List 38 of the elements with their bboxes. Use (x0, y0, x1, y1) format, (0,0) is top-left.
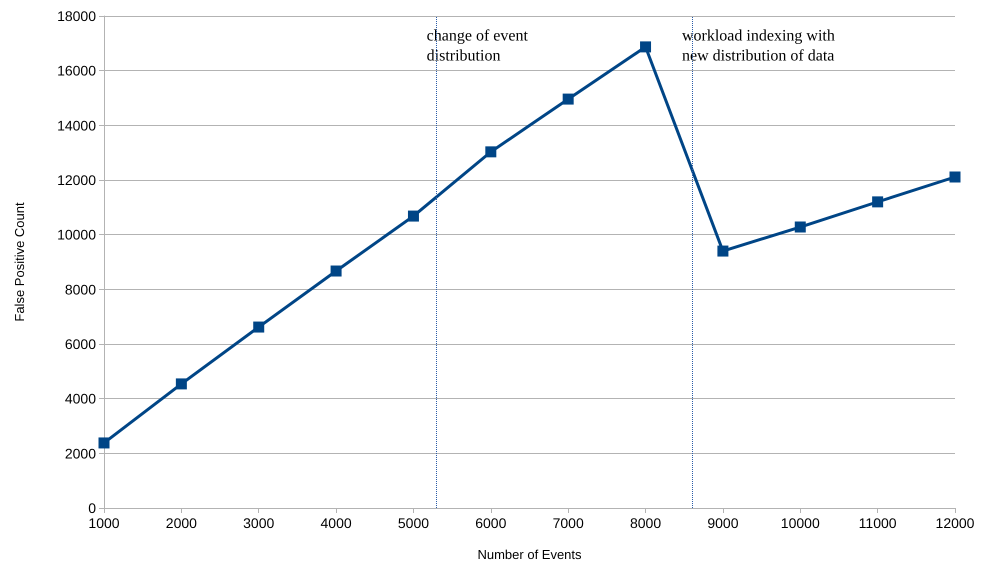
point (872, 196, 884, 208)
x-tick-label: 4000 (320, 515, 352, 531)
y-tick-label: 10000 (57, 226, 96, 243)
point (408, 210, 419, 222)
y-tick-label: 0 (88, 500, 96, 516)
y-tick-label: 16000 (57, 62, 96, 79)
x-tick-label: 8000 (630, 515, 662, 531)
y-tick-label: 4000 (64, 390, 96, 407)
y-tick-label: 12000 (57, 172, 96, 188)
point (794, 222, 806, 233)
x-tick-label: 2000 (166, 515, 198, 531)
x-tick-label: 5000 (398, 515, 430, 531)
x-tick-label: 10000 (780, 515, 820, 531)
y-tick-label: 6000 (64, 336, 96, 352)
point (176, 378, 187, 390)
point (640, 41, 652, 52)
y-tick-label: 8000 (64, 281, 96, 298)
point (330, 266, 342, 277)
point (717, 246, 728, 257)
y-axis-title: False Positive Count (12, 202, 27, 322)
x-tick-label: 3000 (243, 515, 275, 531)
point (562, 94, 574, 105)
point (485, 146, 496, 158)
x-tick-label: 12000 (936, 515, 975, 531)
point (253, 322, 264, 333)
x-tick-label: 11000 (858, 515, 897, 531)
x-tick-label: 1000 (88, 515, 120, 531)
point (950, 171, 960, 182)
y-tick-label: 18000 (57, 8, 96, 24)
x-tick-label: 7000 (552, 515, 584, 531)
y-tick-label: 14000 (57, 117, 96, 134)
point (98, 437, 110, 448)
x-tick-label: 9000 (707, 515, 739, 531)
ref-line-label: workload indexing with new distribution of data (682, 28, 835, 64)
x-axis-title: Number of Events (477, 547, 582, 562)
ref-line-label: change of event distribution (426, 28, 528, 64)
y-tick-label: 2000 (64, 445, 96, 462)
x-tick-label: 6000 (475, 515, 507, 531)
